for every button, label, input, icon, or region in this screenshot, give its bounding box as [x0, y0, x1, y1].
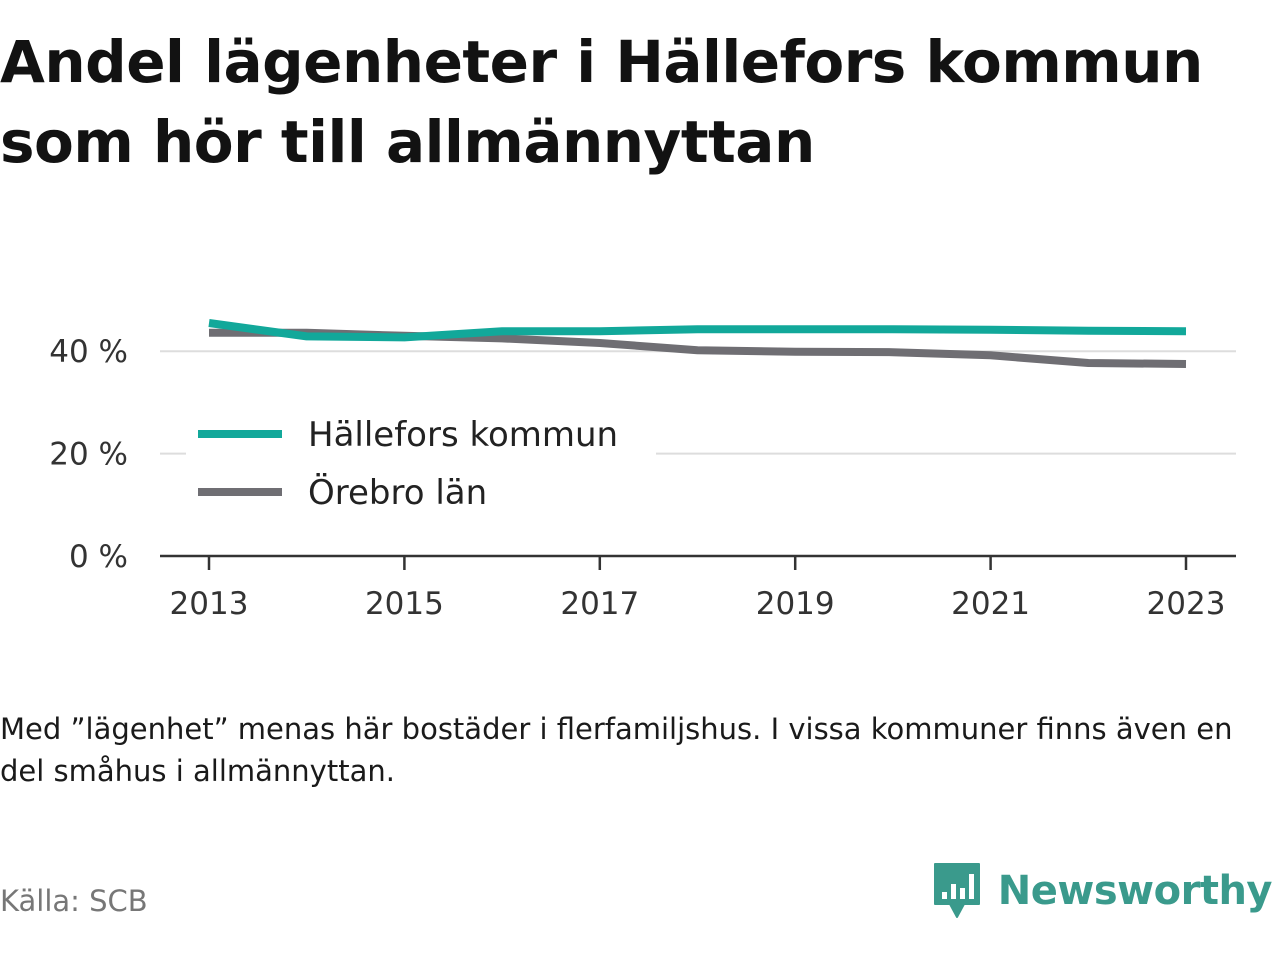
- footnote: Med ”lägenhet” menas här bostäder i fler…: [0, 712, 1233, 788]
- newsworthy-logo: Newsworthy: [932, 862, 1273, 920]
- x-tick-label-2019: 2019: [756, 586, 835, 622]
- series-line-0: [208, 319, 1187, 342]
- axes: 0 % 20 % 40 % 2013 2015 2017 2019 2021 2023: [49, 334, 1236, 622]
- x-tick-label-2023: 2023: [1147, 586, 1226, 622]
- x-tick-label-2015: 2015: [365, 586, 444, 622]
- logo-text: Newsworthy: [997, 868, 1273, 914]
- series-lines: [208, 319, 1187, 368]
- y-tick-label-20: 20 %: [49, 437, 128, 473]
- legend: Hällefors kommun Örebro län: [186, 404, 656, 526]
- chart-title: Andel lägenheter i Hällefors kommun som …: [0, 22, 1280, 182]
- legend-label-0: Hällefors kommun: [308, 415, 618, 455]
- chart-title-line-2: som hör till allmännyttan: [0, 108, 815, 176]
- y-tick-label-0: 0 %: [69, 539, 128, 575]
- x-tick-label-2021: 2021: [951, 586, 1030, 622]
- x-tick-label-2017: 2017: [560, 586, 639, 622]
- newsworthy-logo-icon: [933, 863, 980, 918]
- legend-background: [186, 404, 656, 526]
- chart-title-line-1: Andel lägenheter i Hällefors kommun: [0, 28, 1203, 96]
- x-tick-label-2013: 2013: [170, 586, 249, 622]
- legend-label-1: Örebro län: [308, 472, 487, 513]
- y-tick-label-40: 40 %: [49, 334, 128, 370]
- source-label: Källa: SCB: [0, 884, 148, 918]
